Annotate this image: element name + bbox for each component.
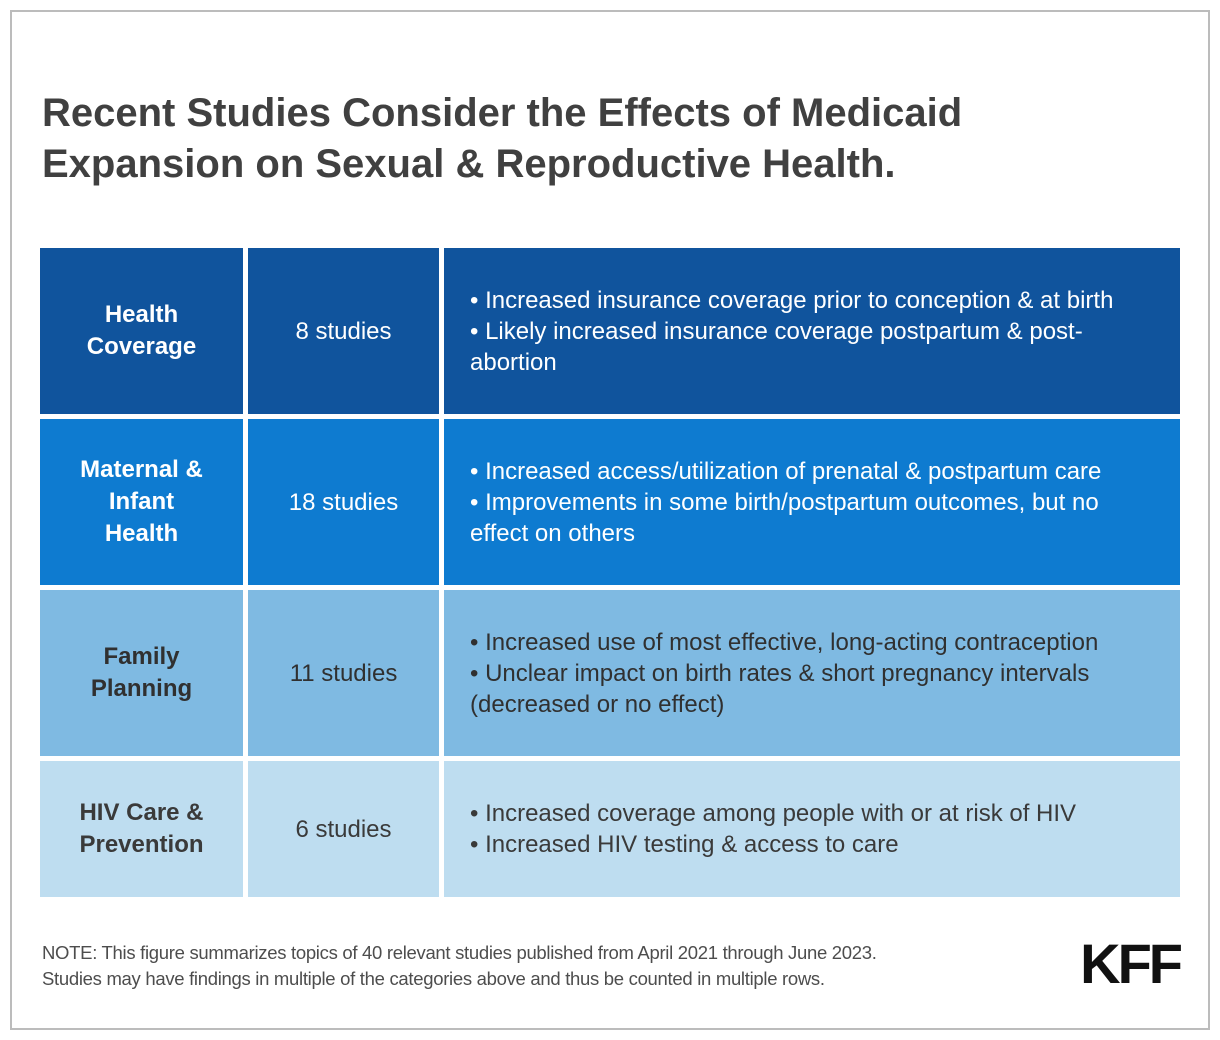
category-label: Maternal & Infant Health — [80, 456, 203, 547]
figure-title: Recent Studies Consider the Effects of M… — [42, 91, 963, 186]
category-label: Family Planning — [90, 643, 193, 702]
finding-item: • Increased access/utilization of prenat… — [470, 457, 1102, 485]
kff-logo: KFF — [1080, 932, 1183, 995]
studies-summary-table: Health Coverage 8 studies • Increased in… — [40, 248, 1180, 897]
finding-item: • Improvements in some birth/postpartum … — [470, 488, 1099, 547]
findings-cell: • Increased coverage among people with o… — [444, 761, 1180, 897]
finding-item: • Increased HIV testing & access to care — [470, 831, 899, 858]
category-label: HIV Care & Prevention — [79, 799, 204, 858]
study-count-cell: 11 studies — [248, 590, 439, 756]
table-row-category-health-coverage: Health Coverage — [40, 248, 243, 414]
study-count-label: 11 studies — [289, 659, 398, 687]
findings-cell: • Increased use of most effective, long-… — [444, 590, 1180, 756]
study-count-label: 6 studies — [295, 815, 392, 843]
finding-item: • Increased insurance coverage prior to … — [470, 286, 1114, 314]
study-count-cell: 6 studies — [248, 761, 439, 897]
study-count-label: 18 studies — [288, 488, 399, 516]
note-line-2: Studies may have findings in multiple of… — [42, 968, 825, 989]
finding-item: • Likely increased insurance coverage po… — [470, 317, 1083, 376]
note-line-1: NOTE: This figure summarizes topics of 4… — [42, 942, 877, 963]
finding-item: • Increased use of most effective, long-… — [470, 628, 1099, 656]
table-row-category-hiv-care-prevention: HIV Care & Prevention — [40, 761, 243, 897]
findings-cell: • Increased insurance coverage prior to … — [444, 248, 1180, 414]
study-count-cell: 8 studies — [248, 248, 439, 414]
category-label: Health Coverage — [86, 301, 197, 360]
table-row-category-maternal-infant-health: Maternal & Infant Health — [40, 419, 243, 585]
note-text: NOTE: This figure summarizes topics of 4… — [42, 940, 877, 992]
table-row-category-family-planning: Family Planning — [40, 590, 243, 756]
study-count-cell: 18 studies — [248, 419, 439, 585]
figure-footer: NOTE: This figure summarizes topics of 4… — [42, 932, 1183, 996]
finding-item: • Increased coverage among people with o… — [470, 800, 1077, 827]
study-count-label: 8 studies — [295, 317, 392, 345]
findings-cell: • Increased access/utilization of prenat… — [444, 419, 1180, 585]
finding-item: • Unclear impact on birth rates & short … — [470, 659, 1090, 718]
